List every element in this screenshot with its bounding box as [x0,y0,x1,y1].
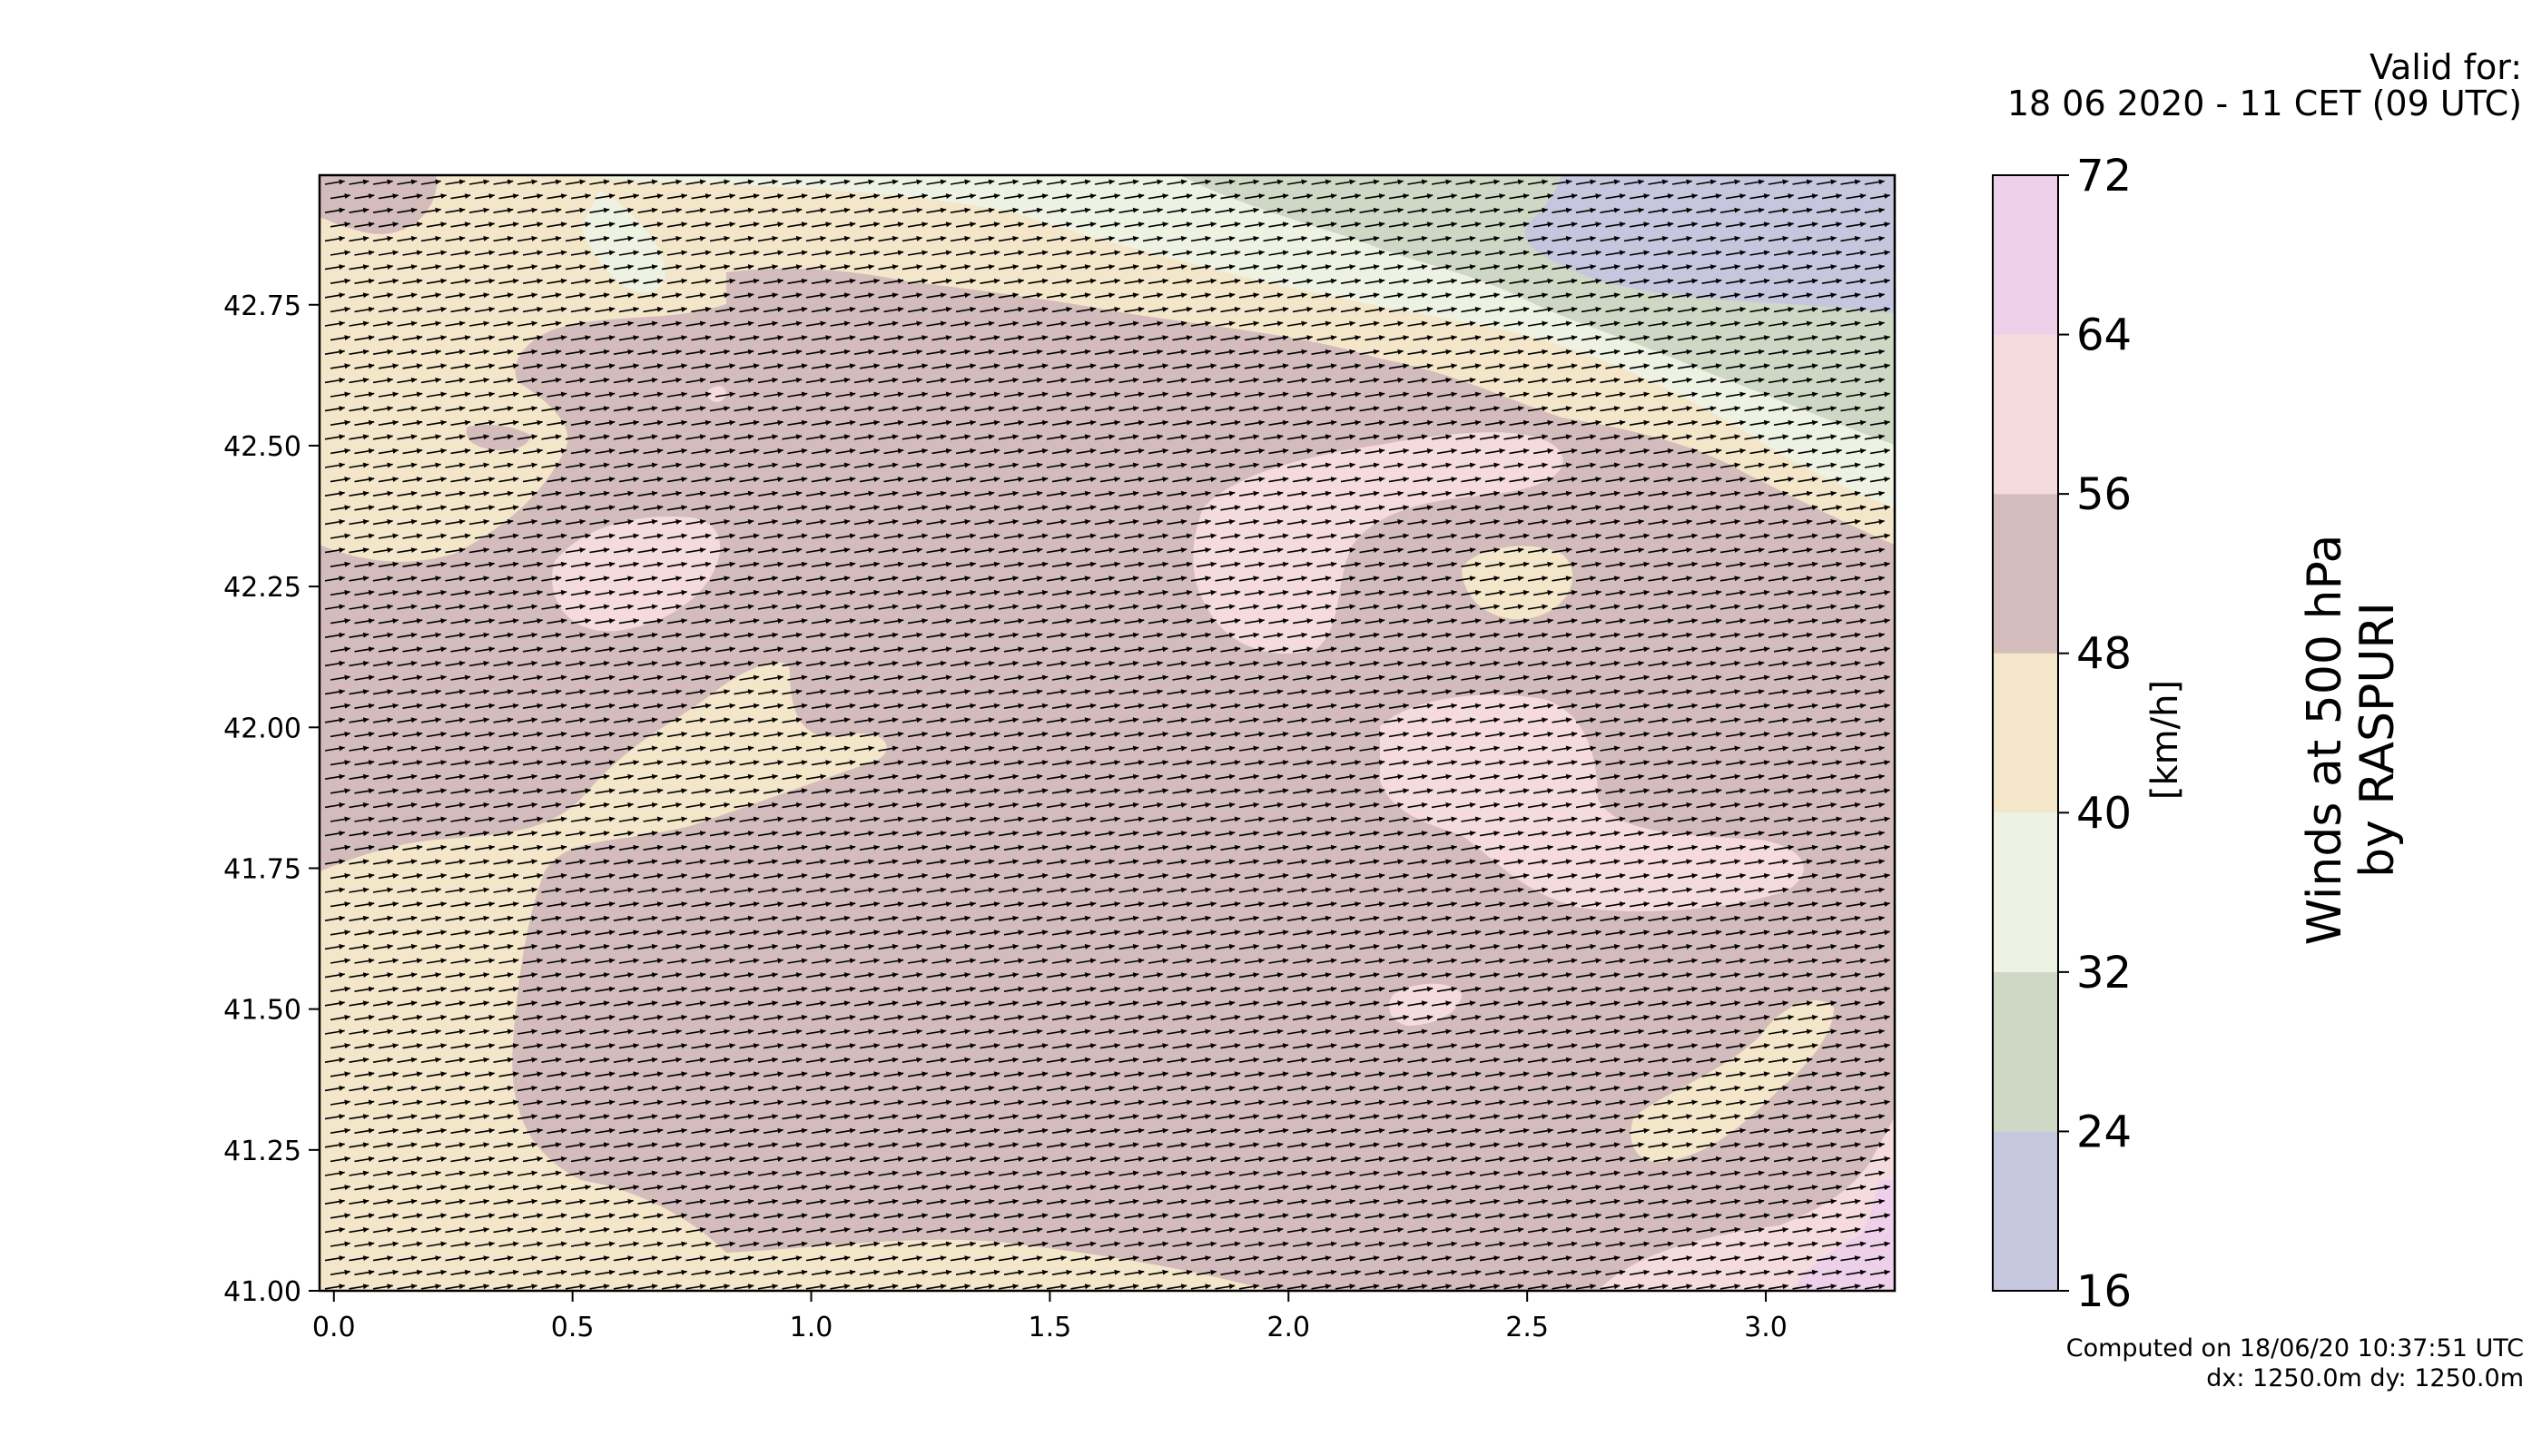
wind-speed-field [320,175,1895,1291]
